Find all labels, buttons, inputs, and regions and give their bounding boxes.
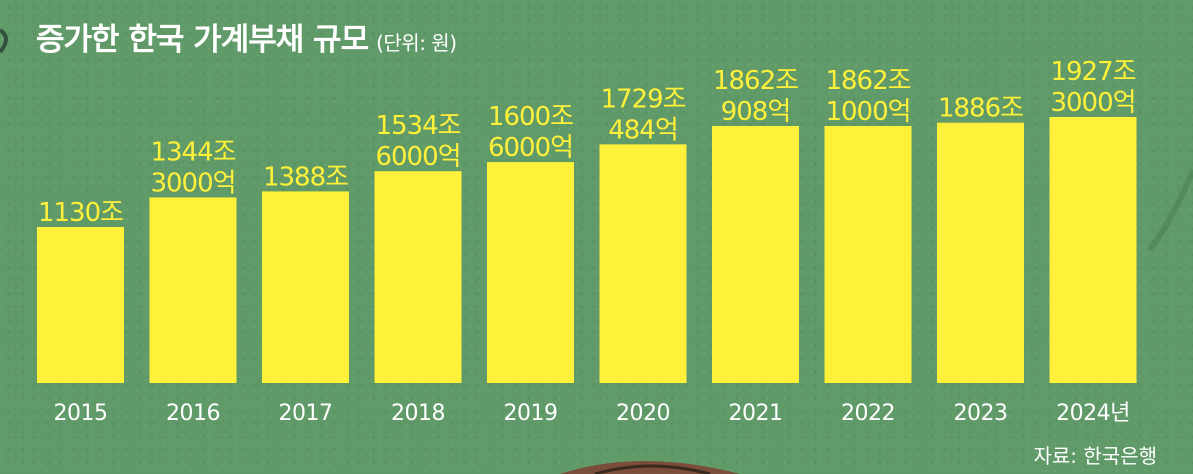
x-tick-label-2024년: 2024년	[1056, 401, 1130, 426]
x-tick-label-2019: 2019	[504, 401, 558, 426]
x-tick-label-2022: 2022	[841, 401, 895, 426]
bar-2019	[487, 162, 574, 383]
bar-2020	[599, 144, 687, 383]
x-tick-label-2016: 2016	[166, 401, 220, 426]
x-tick-label-2020: 2020	[616, 401, 670, 426]
value-label-2018-1: 1534조	[375, 111, 460, 141]
value-label-2016-1: 1344조	[150, 137, 235, 167]
bar-2016	[149, 197, 237, 383]
value-label-2015-1: 1130조	[38, 198, 123, 228]
decorative-stroke-left	[0, 28, 8, 54]
value-label-2017-1: 1388조	[263, 162, 348, 192]
value-label-2024년-1: 1927조	[1050, 57, 1135, 87]
value-label-2019-1: 1600조	[488, 102, 573, 132]
x-tick-label-2018: 2018	[391, 401, 445, 426]
bar-2021	[712, 125, 799, 383]
x-tick-label-2023: 2023	[954, 401, 1008, 426]
bar-2017	[262, 191, 349, 383]
value-label-2021-2: 908억	[721, 97, 791, 127]
chart-title: 증가한 한국 가계부채 규모	[36, 22, 369, 58]
value-label-2020-1: 1729조	[600, 84, 685, 114]
value-label-2020-2: 484억	[608, 115, 678, 145]
value-label-2023-1: 1886조	[938, 94, 1023, 124]
value-label-2022-1: 1862조	[825, 66, 910, 96]
decorative-stroke-right	[1147, 168, 1193, 252]
source-label: 자료: 한국은행	[1033, 444, 1158, 468]
value-label-2016-2: 3000억	[150, 168, 235, 198]
value-label-2024년-2: 3000억	[1050, 88, 1135, 118]
bar-2022	[824, 125, 912, 383]
page-title: 증가한 한국 가계부채 규모 (단위: 원)	[36, 14, 457, 59]
value-label-2018-2: 6000억	[375, 142, 460, 172]
unit-label: (단위: 원)	[376, 31, 457, 55]
bar-2024년	[1049, 117, 1137, 383]
bar-2023	[937, 122, 1024, 383]
decorative-outline-bottom	[594, 464, 711, 474]
bar-2018	[374, 171, 462, 383]
x-tick-label-2015: 2015	[54, 401, 108, 426]
x-tick-label-2017: 2017	[279, 401, 333, 426]
value-label-2021-1: 1862조	[713, 66, 798, 96]
bar-2015	[37, 227, 124, 383]
value-label-2019-2: 6000억	[488, 133, 573, 163]
value-label-2022-2: 1000억	[825, 97, 910, 127]
x-tick-label-2021: 2021	[729, 401, 783, 426]
